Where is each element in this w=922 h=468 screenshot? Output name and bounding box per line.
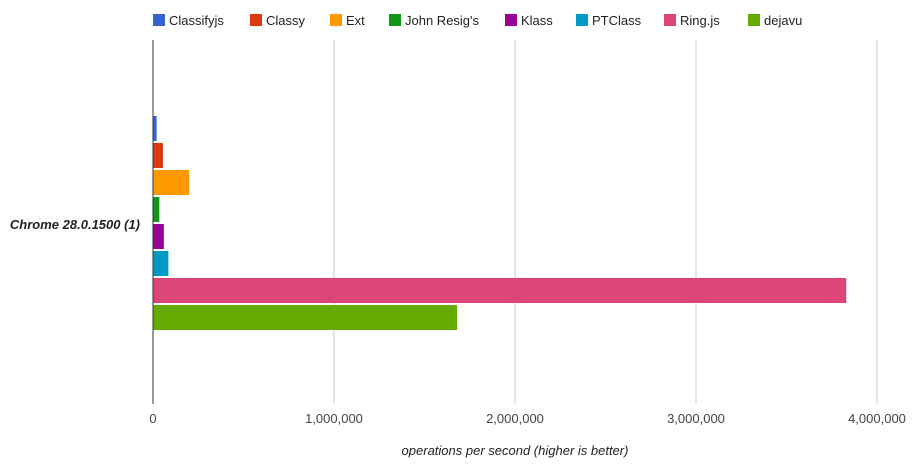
x-tick-label: 4,000,000 bbox=[848, 411, 906, 426]
x-tick-label: 3,000,000 bbox=[667, 411, 725, 426]
bar-john-resig-s bbox=[153, 197, 160, 222]
legend-label: Ext bbox=[346, 13, 365, 28]
bar-dejavu bbox=[153, 305, 458, 330]
legend-swatch bbox=[505, 14, 517, 26]
bar-ext bbox=[153, 170, 190, 195]
x-tick-label: 0 bbox=[149, 411, 156, 426]
category-label: Chrome 28.0.1500 (1) bbox=[10, 217, 140, 232]
legend-label: Klass bbox=[521, 13, 553, 28]
legend-swatch bbox=[389, 14, 401, 26]
bar-ring-js bbox=[153, 278, 847, 303]
bar-classy bbox=[153, 143, 163, 168]
x-tick-label: 2,000,000 bbox=[486, 411, 544, 426]
legend-label: Ring.js bbox=[680, 13, 720, 28]
gridlines bbox=[333, 40, 878, 404]
legend-swatch bbox=[330, 14, 342, 26]
legend-swatch bbox=[576, 14, 588, 26]
bar-klass bbox=[153, 224, 164, 249]
legend: Classifyjs Classy Ext John Resig's Klass PTCl… bbox=[153, 13, 802, 28]
legend-label: Classy bbox=[266, 13, 306, 28]
bar-ptclass bbox=[153, 251, 169, 276]
legend-label: John Resig's bbox=[405, 13, 480, 28]
legend-label: dejavu bbox=[764, 13, 802, 28]
legend-swatch bbox=[153, 14, 165, 26]
bars bbox=[153, 116, 847, 330]
x-tick-label: 1,000,000 bbox=[305, 411, 363, 426]
x-axis-title: operations per second (higher is better) bbox=[402, 443, 629, 458]
bar-classifyjs bbox=[153, 116, 157, 141]
legend-swatch bbox=[250, 14, 262, 26]
legend-swatch bbox=[664, 14, 676, 26]
x-axis-ticks: 0 1,000,000 2,000,000 3,000,000 4,000,000 bbox=[149, 411, 906, 426]
legend-label: Classifyjs bbox=[169, 13, 224, 28]
legend-label: PTClass bbox=[592, 13, 642, 28]
legend-swatch bbox=[748, 14, 760, 26]
